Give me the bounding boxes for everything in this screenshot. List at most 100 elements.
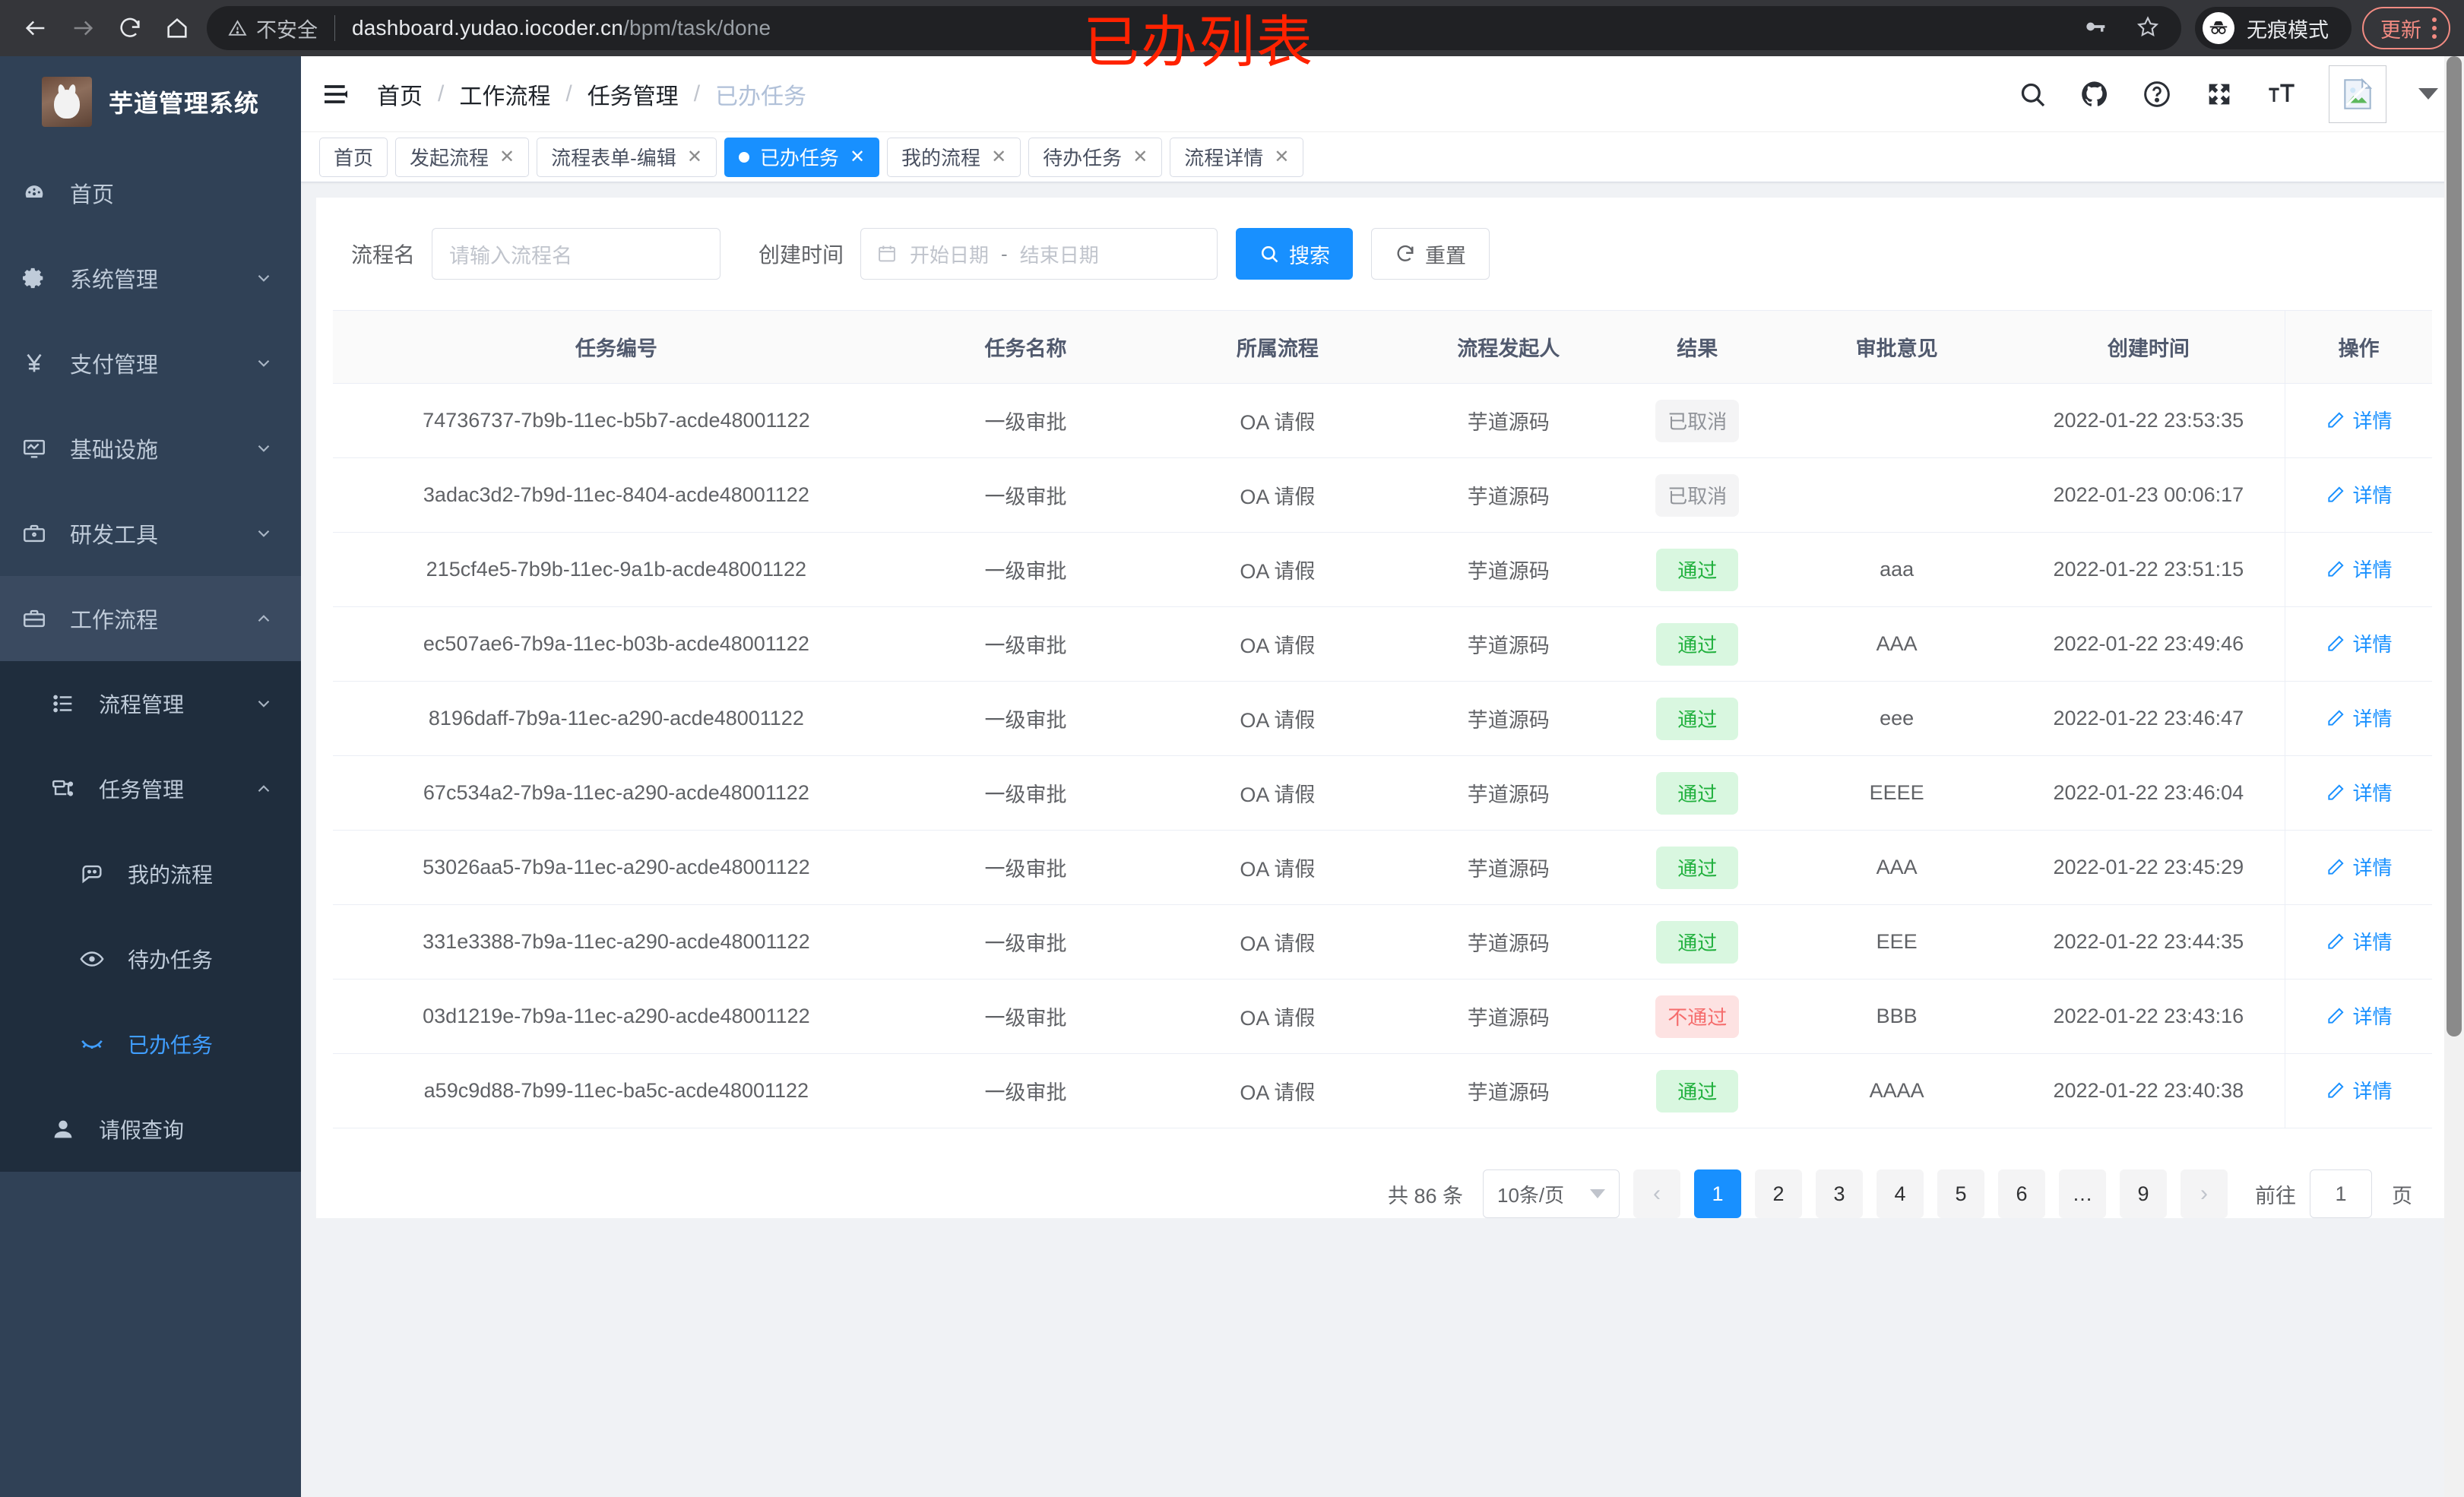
tab-done-task[interactable]: 已办任务 ✕ (724, 137, 880, 177)
page-button[interactable]: 2 (1755, 1169, 1802, 1218)
next-page-button[interactable]: › (2181, 1169, 2228, 1218)
eye-icon (79, 946, 120, 972)
process-name-input[interactable]: 请输入流程名 (432, 228, 721, 280)
browser-menu-icon[interactable] (2432, 17, 2437, 39)
close-icon[interactable]: ✕ (849, 146, 866, 167)
key-icon[interactable] (2082, 14, 2107, 43)
close-icon[interactable]: ✕ (1132, 146, 1148, 167)
sidebar-item-leave-query[interactable]: 请假查询 (0, 1087, 301, 1172)
topbar: 首页 / 工作流程 / 任务管理 / 已办任务 (301, 56, 2464, 132)
incognito-label: 无痕模式 (2247, 18, 2329, 42)
sidebar-item-workflow[interactable]: 工作流程 (0, 576, 301, 661)
home-icon[interactable] (154, 5, 201, 52)
close-icon[interactable]: ✕ (686, 146, 702, 167)
page-button[interactable]: 4 (1877, 1169, 1924, 1218)
sidebar-item-todo-task[interactable]: 待办任务 (0, 916, 301, 1002)
star-icon[interactable] (2136, 14, 2160, 43)
search-icon[interactable] (2017, 79, 2048, 109)
detail-link[interactable]: 详情 (2326, 1076, 2393, 1104)
tab-my-process[interactable]: 我的流程 ✕ (887, 137, 1021, 177)
page-scrollbar[interactable] (2444, 56, 2464, 1497)
sidebar-item-payment[interactable]: 支付管理 (0, 321, 301, 406)
reload-icon[interactable] (106, 5, 154, 52)
cell-starter: 芋道源码 (1403, 904, 1614, 980)
incognito-badge[interactable]: 无痕模式 (2195, 7, 2352, 49)
update-button[interactable]: 更新 (2362, 7, 2450, 49)
search-button[interactable]: 搜索 (1236, 228, 1354, 280)
cell-comment: aaa (1781, 532, 2013, 607)
goto-page-input[interactable]: 1 (2310, 1169, 2372, 1218)
breadcrumb-item[interactable]: 首页 (377, 84, 423, 109)
cell-task-name: 一级审批 (899, 830, 1152, 905)
breadcrumb-item[interactable]: 任务管理 (587, 84, 679, 109)
avatar[interactable] (2329, 65, 2386, 123)
forward-arrow-icon[interactable] (59, 5, 106, 52)
cell-task-name: 一级审批 (899, 532, 1152, 607)
sidebar-item-label: 研发工具 (70, 524, 159, 548)
tab-process-detail[interactable]: 流程详情 ✕ (1170, 137, 1304, 177)
detail-link[interactable]: 详情 (2326, 853, 2393, 881)
detail-link[interactable]: 详情 (2326, 778, 2393, 806)
page-button[interactable]: 5 (1937, 1169, 1984, 1218)
sidebar-item-label: 工作流程 (70, 609, 159, 633)
back-arrow-icon[interactable] (12, 5, 59, 52)
sidebar-item-infrastructure[interactable]: 基础设施 (0, 406, 301, 491)
detail-link[interactable]: 详情 (2326, 555, 2393, 583)
page-button[interactable]: 9 (2120, 1169, 2167, 1218)
eye-closed-icon (79, 1031, 120, 1057)
sidebar-item-home[interactable]: 首页 (0, 150, 301, 236)
sidebar-item-done-task[interactable]: 已办任务 (0, 1002, 301, 1087)
tab-home[interactable]: 首页 (319, 137, 388, 177)
help-circle-icon[interactable] (2142, 79, 2172, 109)
hamburger-icon[interactable] (321, 81, 351, 107)
tab-form-edit[interactable]: 流程表单-编辑 ✕ (537, 137, 717, 177)
brand[interactable]: 芋道管理系统 (0, 56, 301, 147)
close-icon[interactable]: ✕ (1274, 146, 1290, 167)
cell-operation: 详情 (2285, 532, 2432, 607)
cell-task-id: 67c534a2-7b9a-11ec-a290-acde48001122 (333, 755, 900, 831)
sidebar-item-my-process[interactable]: 我的流程 (0, 831, 301, 916)
detail-link[interactable]: 详情 (2326, 480, 2393, 508)
detail-link[interactable]: 详情 (2326, 1002, 2393, 1030)
fullscreen-icon[interactable] (2204, 79, 2234, 109)
sidebar-item-label: 首页 (70, 183, 115, 207)
close-icon[interactable]: ✕ (991, 146, 1007, 167)
tab-start-process[interactable]: 发起流程 ✕ (395, 137, 530, 177)
filter-form: 流程名 请输入流程名 创建时间 开始日期 - 结束日期 搜索 (333, 219, 2432, 310)
page-button[interactable]: 3 (1816, 1169, 1863, 1218)
sidebar-item-devtools[interactable]: 研发工具 (0, 491, 301, 576)
breadcrumb-separator: / (565, 81, 572, 106)
sidebar-item-process-mgmt[interactable]: 流程管理 (0, 661, 301, 746)
detail-link[interactable]: 详情 (2326, 927, 2393, 955)
cell-comment (1781, 383, 2013, 458)
github-icon[interactable] (2079, 79, 2110, 109)
status-badge: 通过 (1656, 846, 1739, 889)
page-size-select[interactable]: 10条/页 (1483, 1169, 1620, 1218)
breadcrumb-item-current: 已办任务 (715, 84, 807, 109)
sidebar-item-system[interactable]: 系统管理 (0, 236, 301, 321)
breadcrumb-item[interactable]: 工作流程 (459, 84, 551, 109)
sidebar-item-task-mgmt[interactable]: 任务管理 (0, 746, 301, 831)
page-ellipsis[interactable]: … (2059, 1169, 2106, 1218)
reset-button[interactable]: 重置 (1371, 228, 1490, 280)
date-range-picker[interactable]: 开始日期 - 结束日期 (860, 228, 1218, 280)
cell-created: 2022-01-22 23:45:29 (2012, 830, 2285, 905)
tab-todo-task[interactable]: 待办任务 ✕ (1028, 137, 1163, 177)
cell-process: OA 请假 (1151, 1053, 1404, 1128)
chevron-down-icon[interactable] (2418, 88, 2438, 100)
sidebar-item-label: 流程管理 (99, 693, 185, 717)
cell-created: 2022-01-22 23:53:35 (2012, 383, 2285, 458)
page-button[interactable]: 1 (1694, 1169, 1741, 1218)
address-bar[interactable]: 不安全 dashboard.yudao.iocoder.cn/bpm/task/… (207, 6, 2181, 50)
edit-icon (2327, 933, 2344, 949)
page-button[interactable]: 6 (1998, 1169, 2045, 1218)
font-size-icon[interactable] (2266, 79, 2297, 109)
detail-link[interactable]: 详情 (2326, 704, 2393, 732)
detail-link-label: 详情 (2352, 559, 2393, 582)
scrollbar-thumb[interactable] (2447, 56, 2462, 1037)
prev-page-button[interactable]: ‹ (1633, 1169, 1680, 1218)
close-icon[interactable]: ✕ (499, 146, 515, 167)
detail-link[interactable]: 详情 (2326, 629, 2393, 657)
cell-operation: 详情 (2285, 457, 2432, 533)
detail-link[interactable]: 详情 (2326, 406, 2393, 434)
